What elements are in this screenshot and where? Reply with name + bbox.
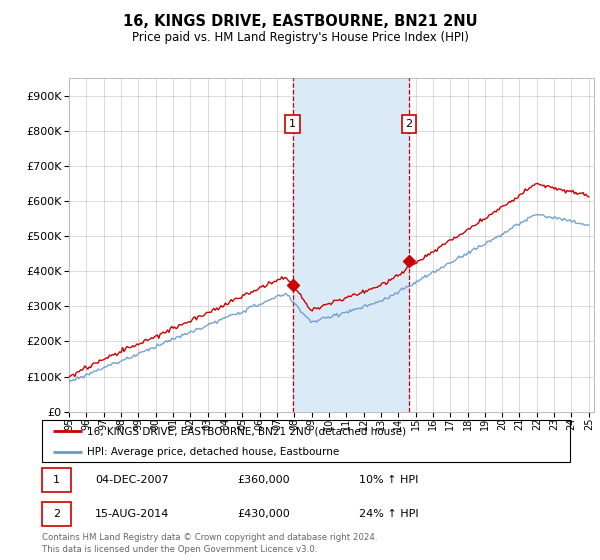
Bar [293, 78, 409, 412]
Text: Contains HM Land Registry data © Crown copyright and database right 2024.
This d: Contains HM Land Registry data © Crown c… [42, 533, 377, 554]
Text: 10% ↑ HPI: 10% ↑ HPI [359, 475, 418, 486]
Text: 1: 1 [289, 119, 296, 129]
Bar [42, 468, 71, 492]
Text: 24% ↑ HPI: 24% ↑ HPI [359, 508, 418, 519]
Text: 2: 2 [406, 119, 413, 129]
Text: 16, KINGS DRIVE, EASTBOURNE, BN21 2NU (detached house): 16, KINGS DRIVE, EASTBOURNE, BN21 2NU (d… [87, 426, 406, 436]
Text: £360,000: £360,000 [238, 475, 290, 486]
Text: 15-AUG-2014: 15-AUG-2014 [95, 508, 169, 519]
Text: Price paid vs. HM Land Registry's House Price Index (HPI): Price paid vs. HM Land Registry's House … [131, 31, 469, 44]
Text: 16, KINGS DRIVE, EASTBOURNE, BN21 2NU: 16, KINGS DRIVE, EASTBOURNE, BN21 2NU [122, 14, 478, 29]
Text: 04-DEC-2007: 04-DEC-2007 [95, 475, 169, 486]
Text: 2: 2 [53, 508, 60, 519]
Bar [42, 502, 71, 526]
Text: £430,000: £430,000 [238, 508, 290, 519]
Text: 1: 1 [53, 475, 60, 486]
Text: HPI: Average price, detached house, Eastbourne: HPI: Average price, detached house, East… [87, 447, 339, 458]
